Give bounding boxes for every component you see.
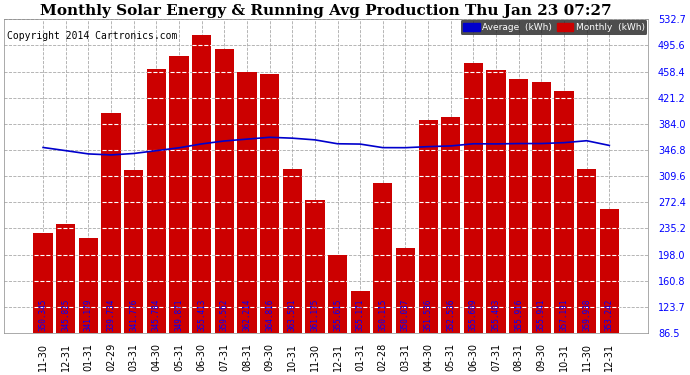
- Bar: [124, 170, 144, 375]
- Text: 349.871: 349.871: [175, 298, 184, 331]
- Text: 350.345: 350.345: [39, 298, 48, 331]
- Bar: [56, 224, 75, 375]
- Bar: [373, 183, 393, 375]
- Bar: [464, 63, 483, 375]
- Text: 364.816: 364.816: [265, 298, 274, 331]
- Text: 351.536: 351.536: [424, 298, 433, 331]
- Bar: [532, 82, 551, 375]
- Text: 341.776: 341.776: [129, 298, 138, 331]
- Text: 362.214: 362.214: [242, 298, 251, 331]
- Bar: [305, 200, 324, 375]
- Bar: [486, 70, 506, 375]
- Bar: [169, 56, 188, 375]
- Bar: [509, 79, 529, 375]
- Bar: [260, 74, 279, 375]
- Bar: [554, 92, 573, 375]
- Bar: [351, 291, 370, 375]
- Bar: [419, 120, 437, 375]
- Text: 355.941: 355.941: [537, 298, 546, 331]
- Text: 355.171: 355.171: [355, 298, 365, 331]
- Bar: [79, 238, 98, 375]
- Text: 345.784: 345.784: [152, 298, 161, 331]
- Text: Copyright 2014 Cartronics.com: Copyright 2014 Cartronics.com: [7, 32, 177, 41]
- Bar: [441, 117, 460, 375]
- Bar: [328, 255, 347, 375]
- Text: 350.115: 350.115: [378, 298, 387, 331]
- Bar: [396, 248, 415, 375]
- Bar: [600, 209, 619, 375]
- Text: 363.591: 363.591: [288, 298, 297, 331]
- Text: 350.037: 350.037: [401, 298, 410, 331]
- Text: 355.413: 355.413: [197, 298, 206, 331]
- Text: 359.562: 359.562: [220, 298, 229, 331]
- Text: 361.175: 361.175: [310, 298, 319, 331]
- Text: 357.191: 357.191: [560, 298, 569, 331]
- Bar: [33, 233, 52, 375]
- Text: 341.179: 341.179: [84, 298, 93, 331]
- Text: 345.825: 345.825: [61, 298, 70, 331]
- Bar: [215, 50, 234, 375]
- Bar: [577, 169, 596, 375]
- Bar: [192, 35, 211, 375]
- Text: 352.536: 352.536: [446, 298, 455, 331]
- Bar: [147, 69, 166, 375]
- Text: 339.734: 339.734: [106, 298, 115, 331]
- Text: 359.938: 359.938: [582, 298, 591, 331]
- Title: Monthly Solar Energy & Running Avg Production Thu Jan 23 07:27: Monthly Solar Energy & Running Avg Produ…: [41, 4, 612, 18]
- Text: 355.615: 355.615: [333, 298, 342, 331]
- Bar: [237, 72, 257, 375]
- Text: 355.609: 355.609: [469, 298, 478, 331]
- Legend: Average  (kWh), Monthly  (kWh): Average (kWh), Monthly (kWh): [461, 20, 647, 34]
- Bar: [283, 169, 302, 375]
- Bar: [101, 112, 121, 375]
- Text: 355.916: 355.916: [514, 298, 523, 331]
- Text: 355.403: 355.403: [491, 298, 500, 331]
- Text: 353.242: 353.242: [605, 298, 614, 331]
